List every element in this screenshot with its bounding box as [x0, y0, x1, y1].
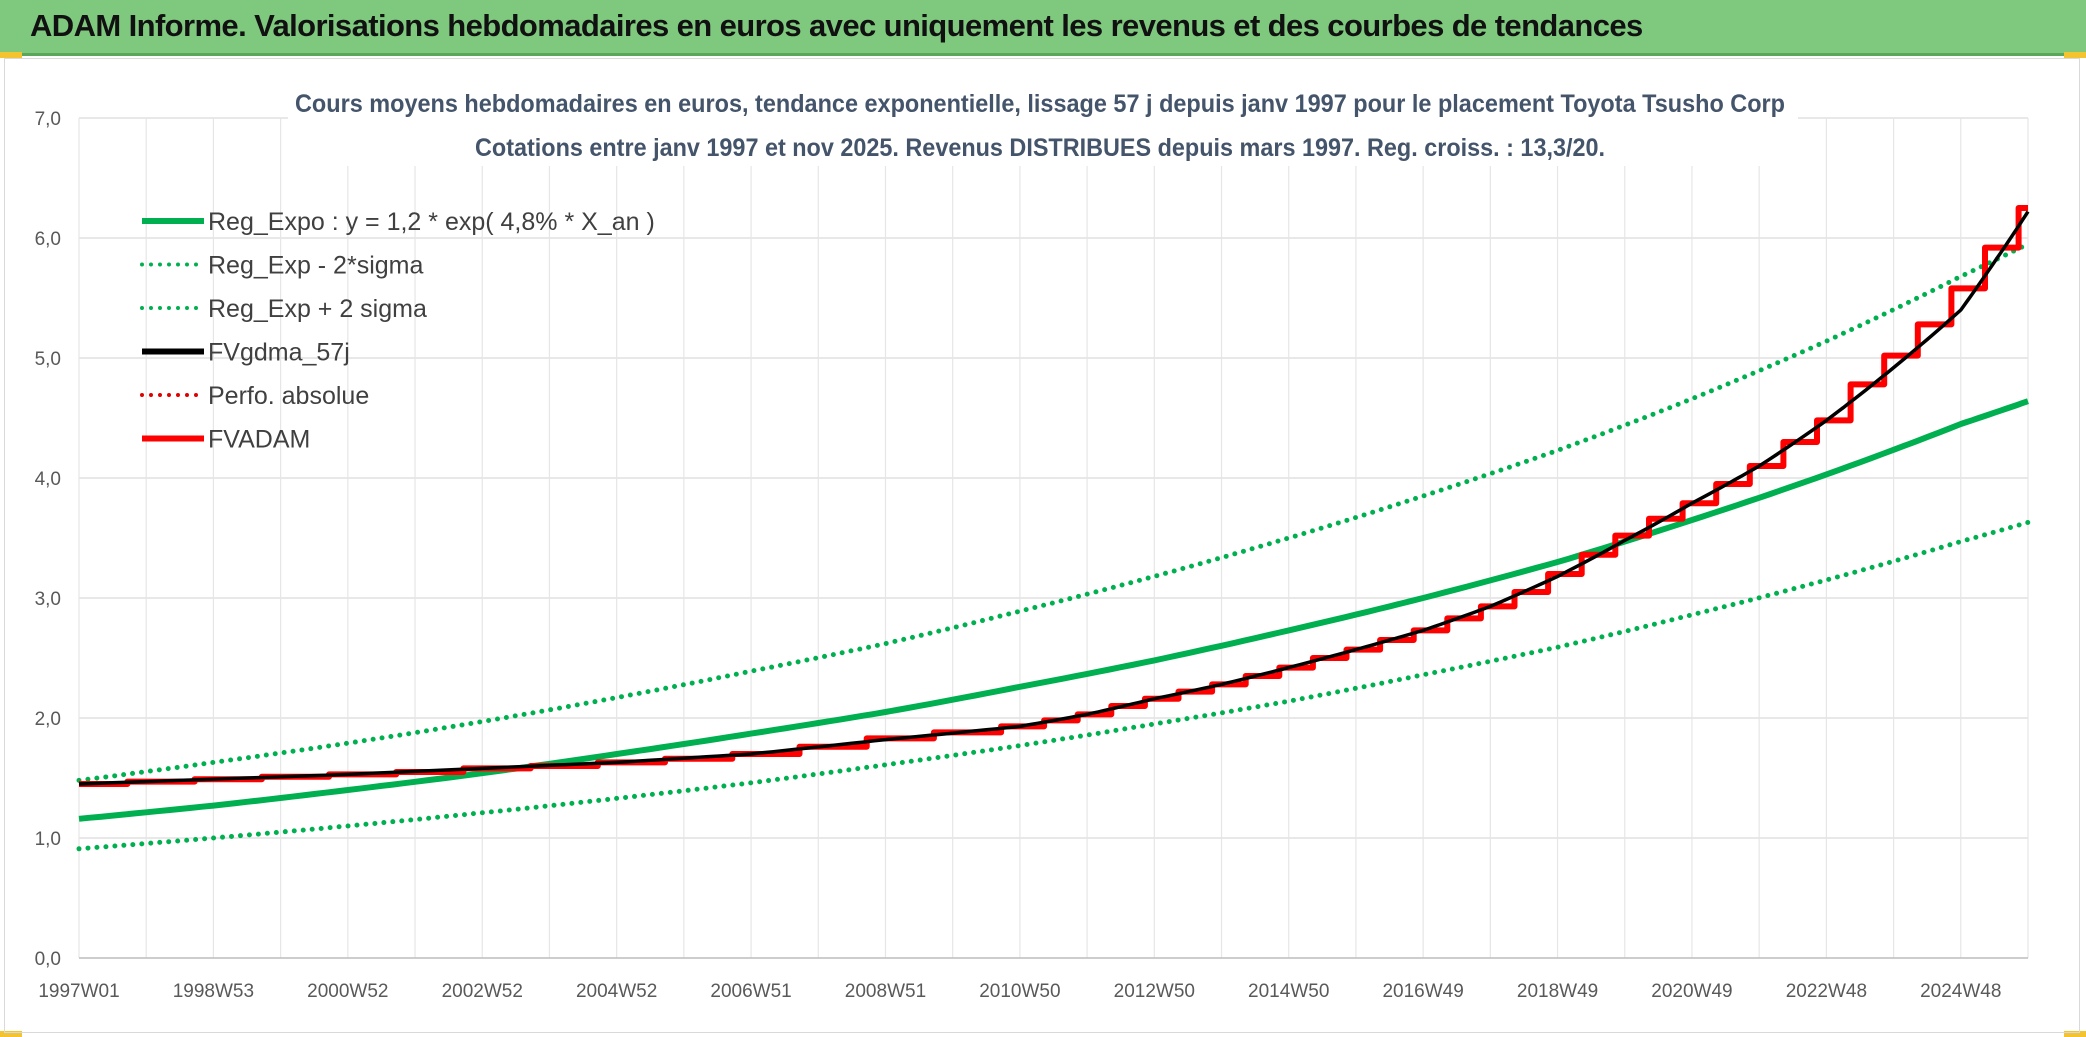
legend-label: FVADAM — [208, 426, 310, 454]
legend-label: Reg_Expo : y = 1,2 * exp( 4,8% * X_an ) — [208, 208, 655, 236]
title-background — [288, 86, 1798, 166]
tick-labels: 0,0 1,0 2,0 3,0 4,0 5,0 6,0 7,0 1997W01 1998W53 20… — [35, 109, 2002, 1002]
x-tick-label: 2002W52 — [442, 981, 523, 1002]
y-tick-label: 7,0 — [35, 109, 61, 130]
x-tick-label: 2006W51 — [710, 981, 791, 1002]
legend: Reg_Expo : y = 1,2 * exp( 4,8% * X_an ) R… — [140, 208, 655, 454]
legend-label: Reg_Exp - 2*sigma — [208, 252, 423, 280]
y-tick-label: 4,0 — [35, 469, 61, 490]
page-title: ADAM Informe. Valorisations hebdomadaire… — [30, 8, 1643, 43]
x-tick-label: 2010W50 — [979, 981, 1060, 1002]
corner-mark — [2064, 1031, 2086, 1037]
series-line-reg-exp-minus-2sigma — [76, 519, 2031, 852]
x-tick-label: 2004W52 — [576, 981, 657, 1002]
header-banner: ADAM Informe. Valorisations hebdomadaire… — [0, 0, 2086, 56]
x-tick-label: 1997W01 — [38, 981, 119, 1002]
x-tick-label: 2020W49 — [1651, 981, 1732, 1002]
y-tick-label: 1,0 — [35, 829, 61, 850]
x-tick-label: 2012W50 — [1114, 981, 1195, 1002]
x-tick-label: 2014W50 — [1248, 981, 1329, 1002]
series-layer — [76, 205, 2031, 852]
y-tick-label: 2,0 — [35, 709, 61, 730]
corner-mark — [0, 1031, 22, 1037]
y-tick-label: 5,0 — [35, 349, 61, 370]
series-line-reg-exp-plus-2sigma — [76, 241, 2031, 783]
x-tick-label: 2022W48 — [1786, 981, 1867, 1002]
x-tick-label: 2000W52 — [307, 981, 388, 1002]
series-line-fvgdma-57j — [78, 210, 2030, 786]
x-tick-label: 2018W49 — [1517, 981, 1598, 1002]
legend-label: Perfo. absolue — [208, 382, 369, 410]
corner-mark — [0, 52, 22, 58]
x-tick-label: 1998W53 — [173, 981, 254, 1002]
chart-title: Cours moyens hebdomadaires en euros, ten… — [295, 90, 1785, 118]
legend-label: FVgdma_57j — [208, 339, 350, 367]
y-tick-label: 6,0 — [35, 229, 61, 250]
x-tick-label: 2016W49 — [1382, 981, 1463, 1002]
chart-subtitle: Cotations entre janv 1997 et nov 2025. R… — [475, 134, 1605, 162]
chart-frame — [4, 58, 2080, 1033]
series-line-reg-expo — [78, 398, 2029, 822]
legend-label: Reg_Exp + 2 sigma — [208, 295, 427, 323]
x-tick-label: 2008W51 — [845, 981, 926, 1002]
y-tick-label: 3,0 — [35, 589, 61, 610]
y-tick-label: 0,0 — [35, 949, 61, 970]
grid — [78, 117, 2029, 959]
x-tick-label: 2024W48 — [1920, 981, 2001, 1002]
corner-mark — [2064, 52, 2086, 58]
